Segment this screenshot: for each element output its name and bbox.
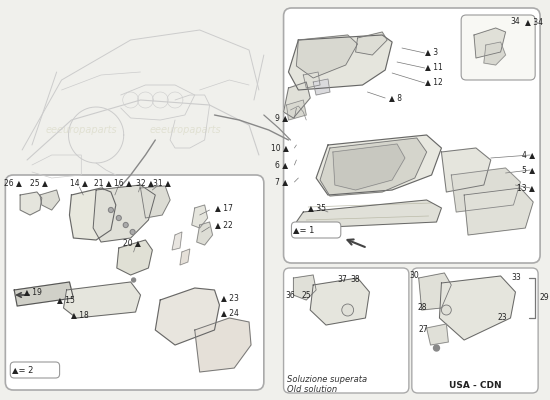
Polygon shape bbox=[69, 188, 116, 240]
Text: 37: 37 bbox=[338, 276, 348, 284]
Polygon shape bbox=[310, 278, 370, 325]
Text: 32 ▲: 32 ▲ bbox=[136, 178, 155, 188]
Polygon shape bbox=[20, 192, 42, 215]
Polygon shape bbox=[195, 318, 251, 372]
Circle shape bbox=[433, 345, 439, 351]
Text: 33: 33 bbox=[512, 274, 521, 282]
Text: Soluzione superata: Soluzione superata bbox=[287, 376, 367, 384]
Polygon shape bbox=[484, 42, 505, 65]
FancyBboxPatch shape bbox=[284, 268, 409, 393]
Text: 14 ▲: 14 ▲ bbox=[70, 178, 88, 188]
Text: 16 ▲: 16 ▲ bbox=[114, 178, 131, 188]
Text: eeeuropaparts: eeeuropaparts bbox=[332, 130, 403, 140]
Text: ▲ 22: ▲ 22 bbox=[214, 220, 232, 230]
Text: 26 ▲: 26 ▲ bbox=[4, 178, 22, 188]
Text: eeeuropaparts: eeeuropaparts bbox=[149, 125, 221, 135]
Polygon shape bbox=[442, 148, 491, 192]
Text: 5 ▲: 5 ▲ bbox=[522, 166, 535, 174]
Text: 7 ▲: 7 ▲ bbox=[276, 178, 289, 186]
Text: 21 ▲: 21 ▲ bbox=[94, 178, 112, 188]
Polygon shape bbox=[284, 82, 310, 118]
Circle shape bbox=[123, 222, 128, 228]
Polygon shape bbox=[140, 186, 170, 218]
Circle shape bbox=[130, 230, 135, 234]
Text: ▲ 15: ▲ 15 bbox=[57, 296, 74, 304]
Text: 34: 34 bbox=[510, 18, 520, 26]
Text: 6 ▲: 6 ▲ bbox=[276, 160, 289, 170]
Polygon shape bbox=[313, 79, 330, 95]
Text: 4 ▲: 4 ▲ bbox=[522, 150, 535, 160]
Polygon shape bbox=[452, 168, 520, 212]
Polygon shape bbox=[439, 276, 515, 340]
Text: 38: 38 bbox=[351, 276, 360, 284]
Polygon shape bbox=[155, 288, 219, 345]
FancyBboxPatch shape bbox=[461, 15, 535, 80]
Text: 25 ▲: 25 ▲ bbox=[30, 178, 48, 188]
FancyBboxPatch shape bbox=[10, 362, 59, 378]
Polygon shape bbox=[464, 188, 533, 235]
Circle shape bbox=[442, 305, 452, 315]
Polygon shape bbox=[419, 273, 452, 310]
Polygon shape bbox=[14, 282, 73, 306]
Polygon shape bbox=[356, 32, 387, 55]
Polygon shape bbox=[303, 72, 320, 88]
Polygon shape bbox=[296, 200, 442, 228]
Polygon shape bbox=[93, 185, 155, 242]
Text: 25: 25 bbox=[301, 290, 311, 300]
Polygon shape bbox=[40, 190, 59, 210]
Text: 28: 28 bbox=[417, 304, 427, 312]
Polygon shape bbox=[172, 232, 182, 250]
FancyBboxPatch shape bbox=[6, 175, 264, 390]
Text: eeeuropaparts: eeeuropaparts bbox=[332, 305, 403, 315]
Polygon shape bbox=[316, 135, 442, 195]
Text: ▲ 35: ▲ 35 bbox=[308, 204, 326, 212]
Text: 27: 27 bbox=[419, 326, 428, 334]
Text: 10 ▲: 10 ▲ bbox=[271, 144, 289, 152]
Circle shape bbox=[342, 304, 354, 316]
Text: ▲ 11: ▲ 11 bbox=[425, 62, 442, 72]
Text: 13 ▲: 13 ▲ bbox=[518, 184, 535, 192]
Text: ▲ 23: ▲ 23 bbox=[222, 294, 239, 302]
Text: ▲= 2: ▲= 2 bbox=[12, 366, 34, 374]
Text: 9 ▲: 9 ▲ bbox=[276, 114, 289, 122]
Text: 29: 29 bbox=[539, 294, 549, 302]
Circle shape bbox=[117, 216, 121, 220]
Text: eeeuropaparts: eeeuropaparts bbox=[46, 125, 117, 135]
Polygon shape bbox=[287, 100, 306, 120]
Circle shape bbox=[131, 278, 135, 282]
Text: 23: 23 bbox=[498, 314, 508, 322]
Text: 30: 30 bbox=[409, 270, 419, 280]
Text: 31 ▲: 31 ▲ bbox=[153, 178, 171, 188]
Polygon shape bbox=[180, 249, 190, 265]
Text: USA - CDN: USA - CDN bbox=[449, 380, 501, 390]
Text: ▲ 24: ▲ 24 bbox=[222, 308, 239, 318]
Circle shape bbox=[108, 208, 113, 212]
Text: 20 ▲: 20 ▲ bbox=[123, 238, 140, 248]
Text: Old solution: Old solution bbox=[287, 386, 337, 394]
Polygon shape bbox=[289, 35, 392, 90]
FancyBboxPatch shape bbox=[292, 222, 341, 238]
Text: ▲ 34: ▲ 34 bbox=[525, 18, 543, 26]
Text: 36: 36 bbox=[285, 290, 295, 300]
Text: eeeuropaparts: eeeuropaparts bbox=[420, 305, 492, 315]
Text: ▲ 8: ▲ 8 bbox=[389, 94, 402, 102]
FancyBboxPatch shape bbox=[284, 8, 540, 263]
Polygon shape bbox=[117, 240, 152, 275]
FancyBboxPatch shape bbox=[412, 268, 538, 393]
Polygon shape bbox=[192, 205, 207, 228]
Text: ▲= 1: ▲= 1 bbox=[294, 226, 315, 234]
Text: ▲ 12: ▲ 12 bbox=[425, 78, 442, 86]
Text: ▲ 17: ▲ 17 bbox=[214, 204, 233, 212]
Text: ▲ 19: ▲ 19 bbox=[24, 288, 42, 296]
Polygon shape bbox=[427, 324, 448, 345]
Polygon shape bbox=[474, 28, 505, 58]
Polygon shape bbox=[296, 35, 358, 78]
Text: ▲ 3: ▲ 3 bbox=[425, 48, 438, 56]
Polygon shape bbox=[333, 144, 405, 190]
Polygon shape bbox=[294, 275, 316, 300]
Polygon shape bbox=[320, 138, 427, 196]
Polygon shape bbox=[197, 222, 212, 245]
Polygon shape bbox=[64, 282, 140, 318]
Text: ▲ 18: ▲ 18 bbox=[72, 310, 89, 320]
